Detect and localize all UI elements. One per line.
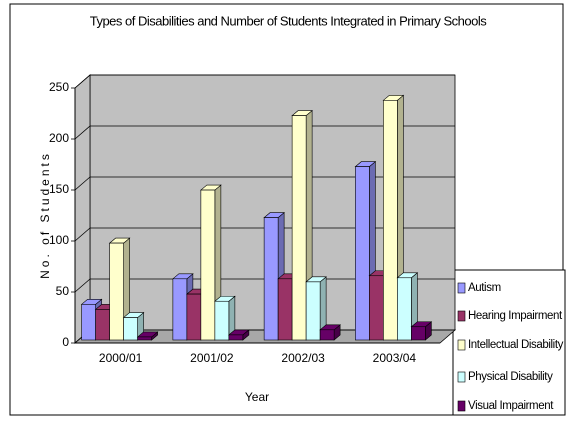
bar <box>263 217 279 341</box>
bar <box>355 166 370 341</box>
grid-line-side <box>74 74 91 89</box>
y-tick-label: 150 <box>49 182 69 196</box>
bar <box>411 326 426 341</box>
bar <box>383 100 398 341</box>
x-tick-label: 2001/02 <box>190 351 234 365</box>
y-axis-title: No. of Students <box>38 151 52 279</box>
bar <box>291 115 307 341</box>
bar <box>172 278 188 341</box>
bar <box>95 309 110 341</box>
chart-title: Types of Disabilities and Number of Stud… <box>90 13 488 28</box>
bar <box>319 329 335 341</box>
legend-box <box>452 269 566 416</box>
bar <box>228 334 244 341</box>
bar <box>277 278 293 341</box>
x-tick-label: 2003/04 <box>373 351 417 365</box>
bar <box>397 277 412 341</box>
grid-line-side <box>74 278 91 293</box>
legend-swatch <box>457 310 466 322</box>
bar <box>109 242 124 341</box>
x-tick-label: 2000/01 <box>99 351 143 365</box>
x-axis-title: Year <box>245 390 269 404</box>
y-tick-label: 50 <box>56 284 70 298</box>
bar <box>123 317 138 341</box>
grid-line-side <box>74 227 91 242</box>
bar <box>369 275 384 341</box>
legend-swatch <box>457 339 466 351</box>
bar <box>137 336 152 341</box>
legend-label: Hearing Impairment <box>468 310 563 322</box>
legend-swatch <box>457 400 466 412</box>
bar <box>81 303 96 341</box>
legend-label: Autism <box>468 282 501 294</box>
legend-label: Intellectual Disability <box>468 339 564 351</box>
legend-label: Visual Impairment <box>468 400 554 412</box>
y-tick-label: 0 <box>62 335 69 349</box>
y-tick-label: 250 <box>49 80 69 94</box>
bar <box>214 300 230 341</box>
y-tick-label: 200 <box>49 131 69 145</box>
grid-line-side <box>74 176 91 191</box>
bar <box>305 281 321 341</box>
x-tick-label: 2002/03 <box>281 351 325 365</box>
legend-swatch <box>457 282 466 294</box>
grid-line-side <box>74 125 91 140</box>
bar <box>200 189 216 341</box>
y-tick-label: 100 <box>49 233 69 247</box>
bar <box>186 293 202 341</box>
legend-swatch <box>457 371 466 383</box>
legend-label: Physical Disability <box>468 371 553 383</box>
